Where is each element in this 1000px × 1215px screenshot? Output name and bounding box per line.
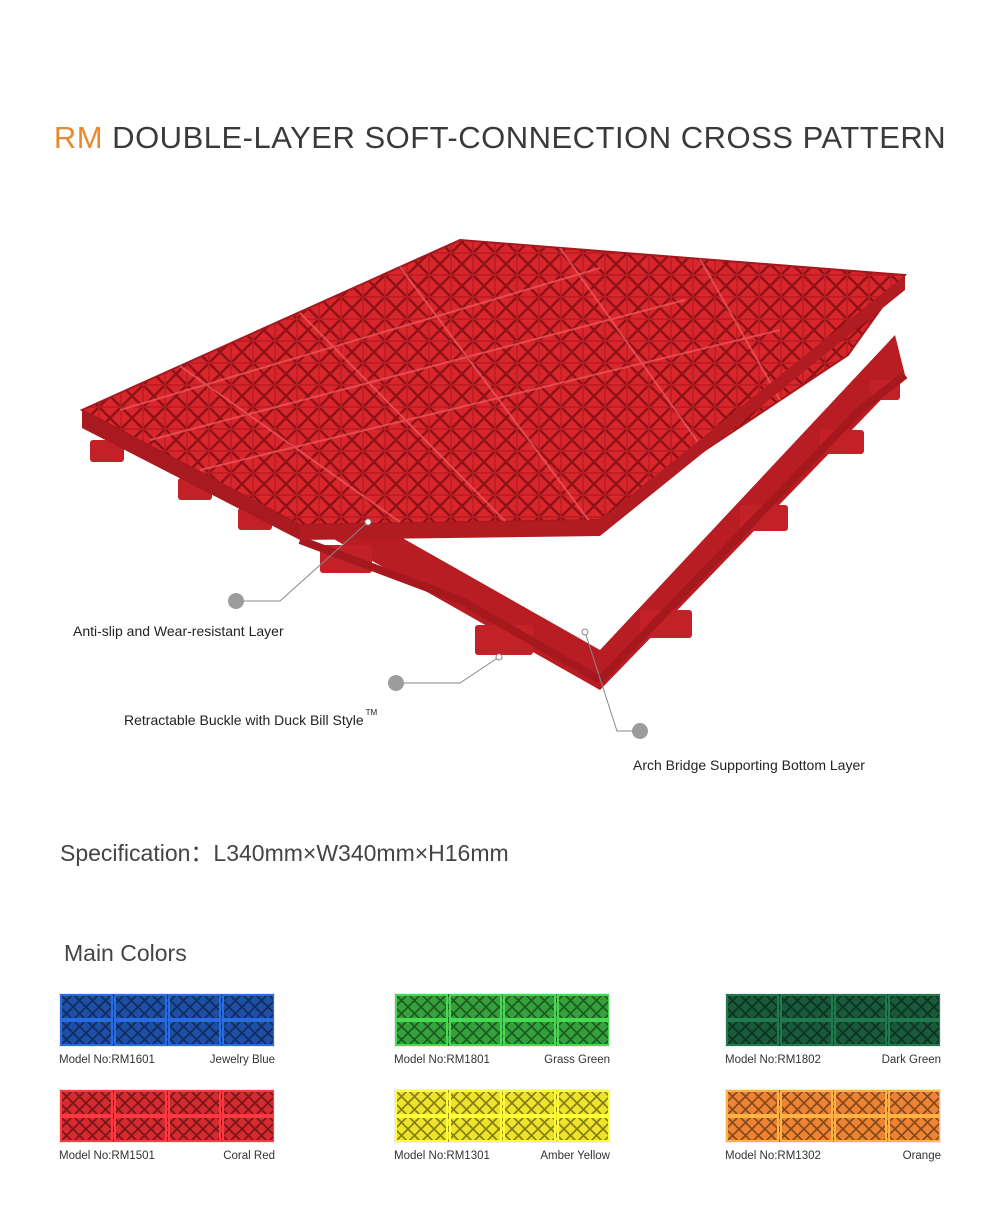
title-accent: RM [53,120,104,155]
swatch-card: Model No:RM1501 Coral Red [59,1089,275,1162]
model-number: Model No:RM1501 [59,1150,155,1162]
swatch-lattice [395,994,609,1046]
model-number: Model No:RM1302 [725,1150,821,1162]
color-name: Orange [902,1150,941,1162]
model-number: Model No:RM1801 [394,1054,490,1066]
color-name: Dark Green [881,1054,941,1066]
swatch-card: Model No:RM1601 Jewelry Blue [59,993,275,1066]
swatch-card: Model No:RM1301 Amber Yellow [394,1089,610,1162]
color-swatch [394,993,610,1047]
page-title: RM DOUBLE-LAYER SOFT-CONNECTION CROSS PA… [0,120,1000,156]
trademark-mark: TM [365,708,378,717]
color-name: Coral Red [223,1150,275,1162]
callout-dot-bottom [632,723,648,739]
color-swatch [394,1089,610,1143]
color-swatch [725,993,941,1047]
swatch-card: Model No:RM1302 Orange [725,1089,941,1162]
callout-leaders [236,521,640,732]
specification: Specification：L340mm×W340mm×H16mm [60,840,509,866]
callout-dot-buckle [388,675,404,691]
model-number: Model No:RM1601 [59,1054,155,1066]
tile-grid-lines [119,247,781,523]
swatch-card: Model No:RM1801 Grass Green [394,993,610,1066]
color-name: Grass Green [544,1054,610,1066]
model-number: Model No:RM1802 [725,1054,821,1066]
product-illustration [79,238,908,739]
callout-buckle: Retractable Buckle with Duck Bill Style T… [124,708,377,728]
color-swatch [59,1089,275,1143]
callout-bottom-layer: Arch Bridge Supporting Bottom Layer [633,757,865,773]
bottom-layer [82,335,908,690]
swatch-card: Model No:RM1802 Dark Green [725,993,941,1066]
color-name: Amber Yellow [540,1150,610,1162]
main-colors-heading: Main Colors [64,940,187,966]
swatch-lattice [395,1090,609,1142]
model-number: Model No:RM1301 [394,1150,490,1162]
color-swatch [725,1089,941,1143]
callout-dot-layer [228,593,244,609]
callout-wear-layer: Anti-slip and Wear-resistant Layer [73,623,284,639]
color-swatch [59,993,275,1047]
color-name: Jewelry Blue [209,1054,275,1066]
swatch-lattice [726,1090,940,1142]
swatch-lattice [60,1090,274,1142]
swatch-lattice [726,994,940,1046]
swatch-lattice [60,994,274,1046]
title-text: DOUBLE-LAYER SOFT-CONNECTION CROSS PATTE… [103,120,947,155]
callout-buckle-text: Retractable Buckle with Duck Bill Style [124,712,364,728]
